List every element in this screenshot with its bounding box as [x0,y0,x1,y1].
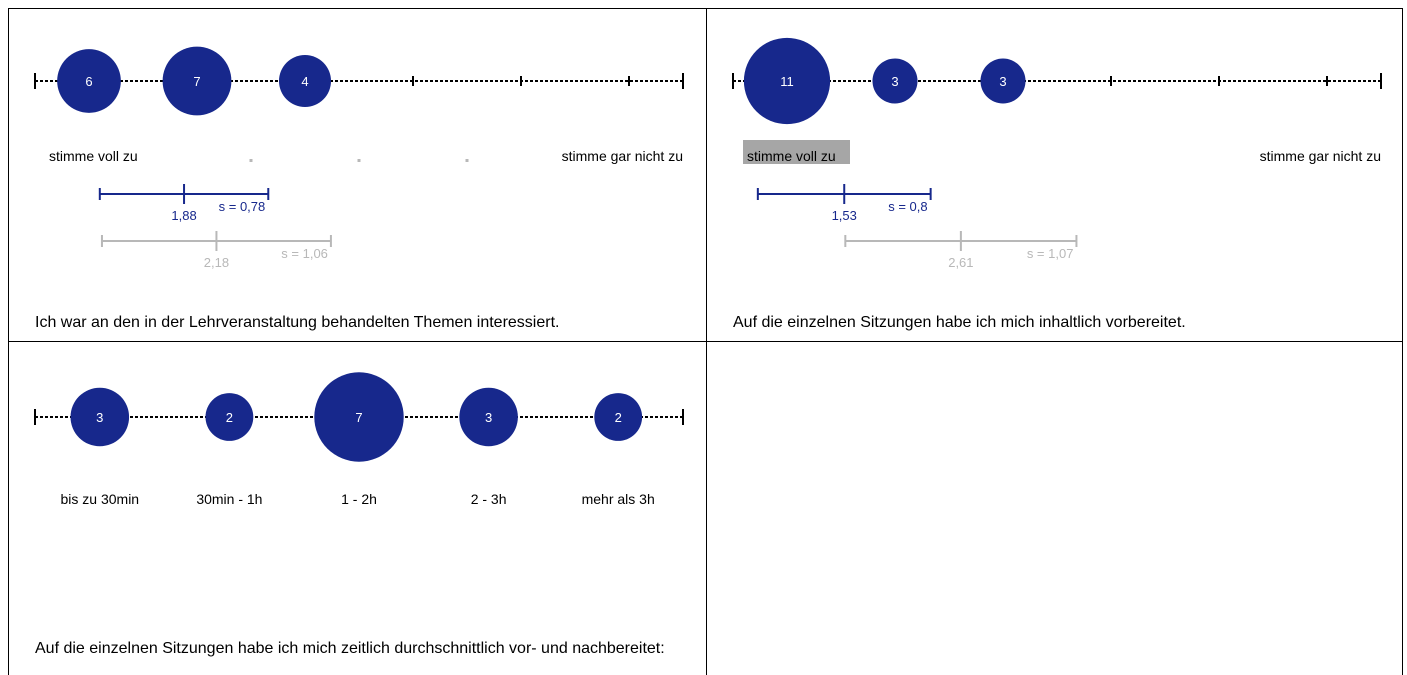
bubble-count: 11 [780,74,794,89]
bubble-count: 3 [485,410,492,425]
comparison-stats-mean-label: 2,18 [204,255,229,270]
comparison-stats-mean-label: 2,61 [948,255,973,270]
bubble-count: 7 [193,74,200,89]
bubble-count: 3 [96,410,103,425]
bubble-count: 2 [226,410,233,425]
response-bubble [70,387,130,447]
response-bubble [57,49,121,113]
response-bubble [205,393,254,441]
response-bubble [459,387,518,447]
own-stats-mean-label: 1,88 [171,208,196,223]
label-highlight [743,140,850,164]
bubble-count: 2 [615,410,622,425]
bubble-chart-time: 3 bis zu 30min 2 30min - 1h 7 1 - 2h 3 2 - 3h 2 m… [34,372,684,507]
likert-panel-preparation: 11 3 3 stimme voll zu stimme gar nicht zu 1,5… [706,8,1403,342]
own-stats-sd-label: s = 0,78 [219,199,266,214]
scale-label-left: stimme voll zu [747,148,836,164]
bubble-count: 3 [999,74,1006,89]
response-bubble [980,58,1026,104]
question-text: Ich war an den in der Lehrveranstaltung … [35,314,560,331]
category-label: 1 - 2h [341,491,377,507]
bubble-count: 7 [355,410,362,425]
response-bubble [594,393,643,441]
category-label: 30min - 1h [196,491,262,507]
bubble-count: 6 [85,74,92,89]
response-bubble [743,37,831,125]
response-bubble [314,372,404,462]
scale-label-right: stimme gar nicht zu [1260,148,1381,164]
comparison-stats-sd-label: s = 1,06 [281,246,328,261]
bubble-chart-preparation: 11 3 3 stimme voll zu stimme gar nicht zu 1,5… [732,37,1382,270]
own-stats-sd-label: s = 0,8 [888,199,927,214]
category-label: 2 - 3h [471,491,507,507]
scale-label-left: stimme voll zu [49,148,138,164]
empty-panel [706,341,1403,675]
category-label: mehr als 3h [582,491,655,507]
own-stats-mean-label: 1,53 [832,208,857,223]
question-text: Auf die einzelnen Sitzungen habe ich mic… [733,314,1186,331]
scale-dot [357,159,361,162]
bubble-count: 3 [891,74,898,89]
bubble-count: 4 [301,74,308,89]
comparison-stats-sd-label: s = 1,07 [1027,246,1074,261]
category-label: bis zu 30min [61,491,140,507]
scale-dot [465,159,469,162]
response-bubble [162,46,232,116]
time-panel-preparation: 3 bis zu 30min 2 30min - 1h 7 1 - 2h 3 2 - 3h 2 m… [8,341,707,675]
response-bubble [872,58,918,104]
scale-label-right: stimme gar nicht zu [562,148,683,164]
likert-panel-interest: 6 7 4 stimme voll zu stimme gar nicht zu 1,88… [8,8,707,342]
scale-dot [249,159,253,162]
response-bubble [279,55,331,107]
question-text: Auf die einzelnen Sitzungen habe ich mic… [35,640,665,657]
bubble-chart-interest: 6 7 4 stimme voll zu stimme gar nicht zu 1,88… [34,46,684,270]
